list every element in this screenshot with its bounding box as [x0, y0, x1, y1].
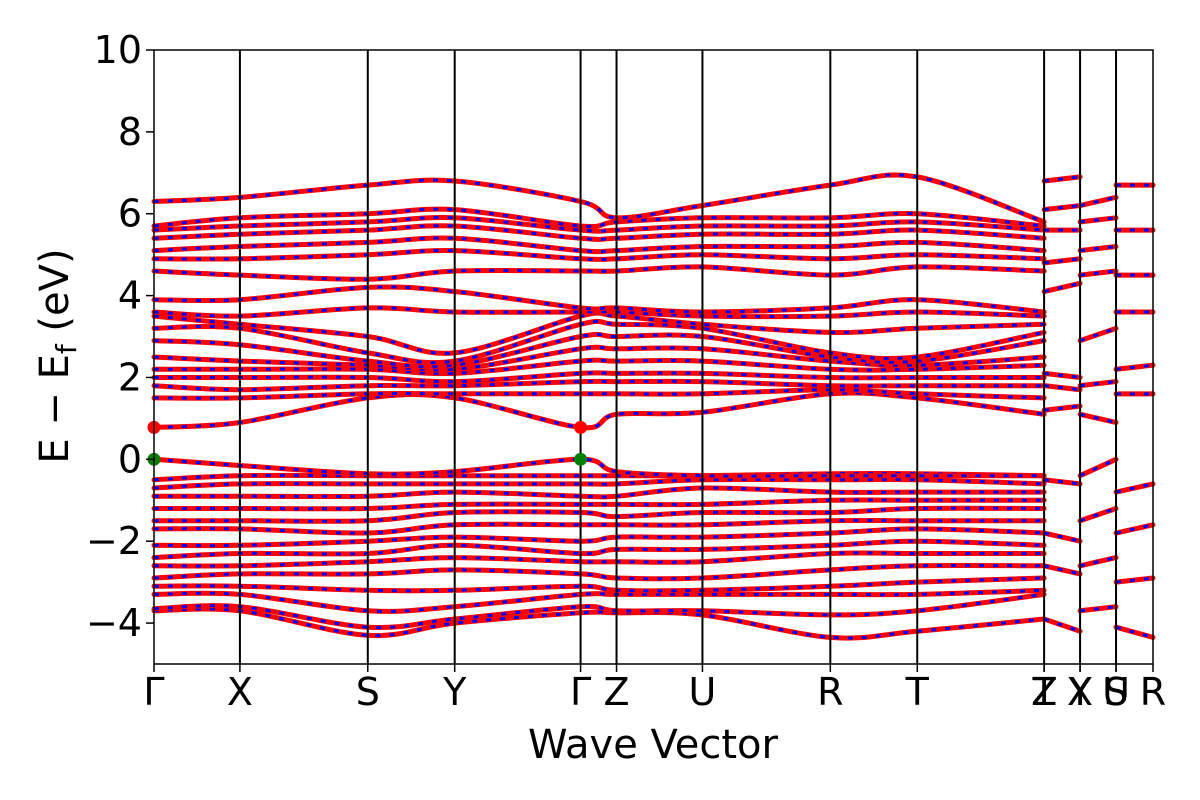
band-line-dashed-25	[153, 285, 1045, 314]
band-line-dashed-9	[154, 506, 1045, 523]
band-line-dashed-43	[1043, 204, 1081, 212]
band-line-dashed-56	[1115, 625, 1154, 639]
band-line-dashed-28	[153, 236, 1045, 254]
y-axis-label-main: E − E	[32, 354, 78, 464]
band-line-dashed-3	[153, 576, 1045, 593]
band-line-dashed-47	[1079, 507, 1117, 523]
x-tick-label-15: R	[1140, 670, 1166, 714]
band-line-12	[151, 476, 1047, 491]
x-tick-label-1: X	[227, 670, 253, 714]
band-line-dashed-49	[1079, 412, 1117, 424]
x-tick-label-3: Y	[442, 670, 467, 714]
band-line-dashed-1	[153, 592, 1045, 630]
band-line-dashed-59	[1115, 482, 1154, 494]
band-line-dashed-31	[153, 207, 1045, 228]
x-tick-label-5: Z	[604, 670, 630, 714]
band-line-dashed-48	[1079, 457, 1117, 478]
x-tick-label-10: T	[1031, 670, 1056, 714]
x-tick-label-4: Γ	[570, 670, 591, 714]
band-line-dashed-52	[1079, 269, 1117, 277]
band-line-dashed-5	[153, 551, 1045, 568]
y-tick-label-1: 8	[118, 110, 142, 154]
band-line-dashed-41	[1043, 257, 1081, 265]
x-tick-label-7: R	[817, 670, 843, 714]
band-line-dashed-29	[153, 224, 1045, 241]
y-tick-label-4: 2	[118, 355, 142, 399]
band-line-15	[151, 390, 1047, 431]
x-tick-label-2: S	[356, 670, 380, 714]
band-line-dashed-55	[1079, 195, 1117, 208]
y-axis-label: E − Ef (eV)	[32, 248, 83, 463]
y-tick-label-0: 10	[94, 28, 142, 72]
x-tick-label-11: Y	[1067, 670, 1092, 714]
y-axis-label-subscript: f	[50, 343, 83, 354]
x-tick-label-14: S	[1104, 670, 1128, 714]
bands-layer	[151, 172, 1156, 641]
x-tick-label-8: T	[905, 670, 930, 714]
band-line-dashed-32	[153, 173, 1045, 224]
band-line-dashed-36	[1043, 478, 1081, 486]
y-tick-label-5: 0	[118, 437, 142, 481]
band-line-dashed-18	[154, 371, 1045, 384]
x-tick-label-12: X	[1067, 670, 1093, 714]
band-line-22	[151, 318, 1047, 366]
band-line-dashed-24	[153, 306, 1045, 319]
x-tick-label-9: Z	[1031, 670, 1057, 714]
band-line-dashed-46	[1079, 556, 1117, 568]
high-symmetry-lines	[238, 50, 1118, 664]
band-line-dashed-34	[1043, 564, 1081, 576]
band-line-dashed-37	[1043, 404, 1081, 412]
band-line-dashed-8	[153, 518, 1045, 535]
band-line-dashed-4	[153, 563, 1045, 581]
y-tick-label-7: −4	[86, 601, 142, 645]
y-tick-label-3: 4	[118, 274, 142, 318]
band-edge-markers	[147, 420, 588, 466]
band-line-dashed-39	[1043, 371, 1081, 379]
band-line-dashed-38	[1043, 384, 1081, 392]
band-line-dashed-57	[1115, 576, 1154, 584]
x-tick-label-13: U	[1102, 670, 1130, 714]
band-line-dashed-0	[153, 607, 1045, 640]
band-line-dashed-17	[153, 379, 1045, 392]
band-line-dashed-53	[1079, 244, 1117, 253]
band-line-dashed-54	[1079, 216, 1117, 224]
y-axis-ticks: 10 8 6 4 2 0 −2 −4	[86, 28, 154, 645]
x-tick-label-6: U	[689, 670, 717, 714]
y-tick-label-6: −2	[86, 519, 142, 563]
band-line-dashed-58	[1115, 523, 1154, 535]
x-axis-label: Wave Vector	[528, 722, 779, 768]
band-line-dashed-50	[1079, 380, 1117, 388]
band-line-dashed-33	[1043, 617, 1081, 633]
band-line-dashed-21	[153, 332, 1045, 369]
band-line-dashed-45	[1079, 605, 1117, 613]
x-axis-ticks: Γ X S Y Γ Z U R T ZT YX US R	[143, 664, 1166, 714]
band-edge-marker-2	[574, 420, 588, 434]
band-line-dashed-51	[1079, 326, 1117, 343]
band-edge-marker-3	[574, 452, 588, 466]
band-line-dashed-30	[153, 216, 1045, 233]
y-axis-label-unit: (eV)	[32, 248, 78, 344]
band-line-dashed-20	[153, 345, 1045, 372]
band-line-dashed-2	[153, 588, 1045, 613]
band-line-dashed-27	[153, 249, 1045, 262]
band-line-dashed-14	[153, 457, 1045, 478]
x-tick-label-0: Γ	[143, 670, 164, 714]
band-line-dashed-7	[153, 527, 1045, 548]
band-line-dashed-35	[1043, 531, 1081, 543]
band-line-dashed-19	[154, 358, 1045, 376]
band-line-dashed-11	[154, 486, 1045, 499]
band-line-10	[151, 497, 1047, 512]
band-line-16	[151, 387, 1047, 401]
band-line-dashed-61	[1115, 363, 1154, 371]
band-line-dashed-6	[153, 539, 1045, 560]
band-line-dashed-40	[1043, 281, 1081, 293]
y-tick-label-2: 6	[118, 192, 142, 236]
band-line-dashed-44	[1043, 175, 1081, 183]
band-line-dashed-26	[153, 265, 1045, 281]
plot-frame	[153, 49, 1154, 665]
